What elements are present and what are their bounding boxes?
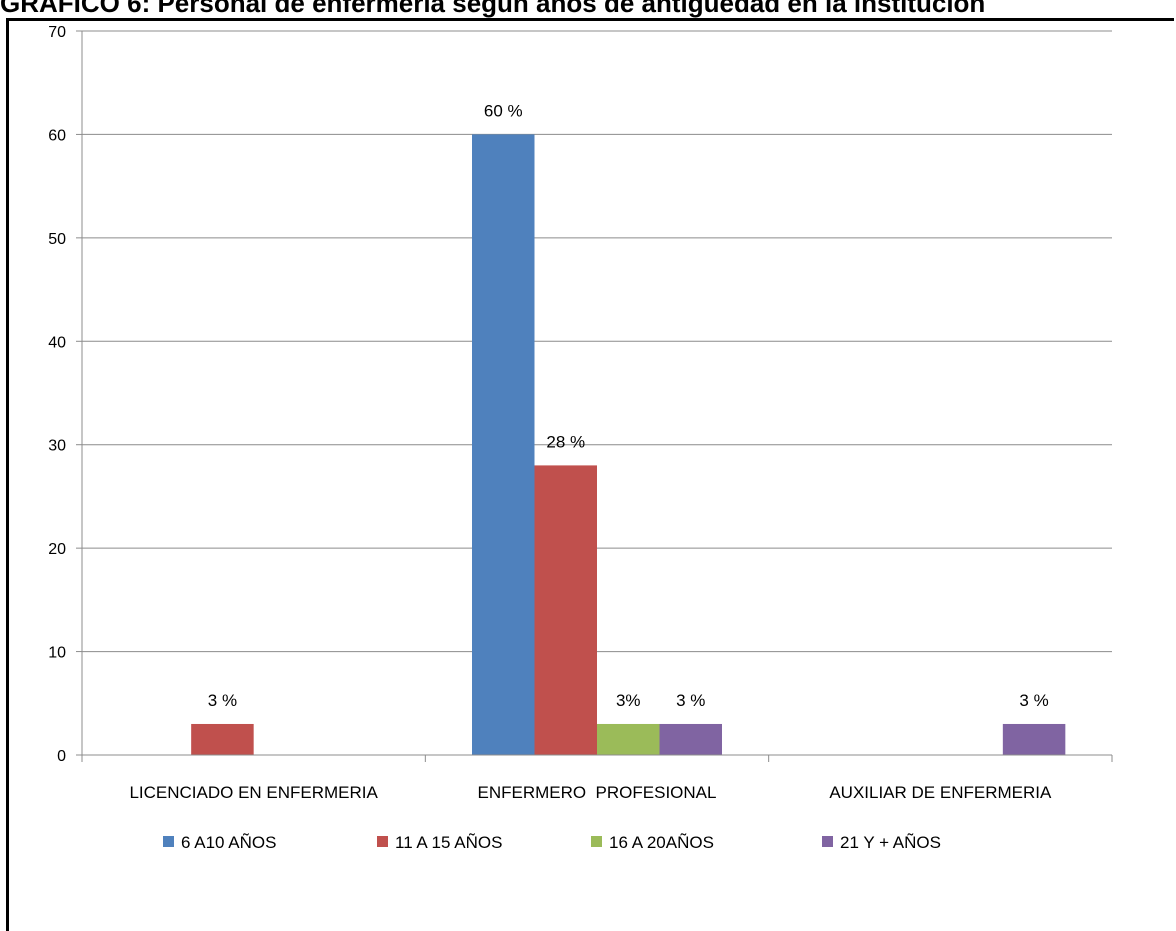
data-label: 28 %: [546, 432, 585, 451]
bars: [191, 134, 1066, 755]
x-category-label: LICENCIADO EN ENFERMERIA: [129, 783, 378, 802]
y-tick-label: 10: [48, 645, 66, 662]
y-tick-label: 60: [48, 127, 66, 144]
title-strip: GRAFICO 6: Personal de enfermería según …: [0, 0, 1176, 18]
legend-swatch: [377, 836, 388, 847]
data-label: 3 %: [676, 691, 705, 710]
y-tick-label: 70: [48, 24, 66, 41]
bar: [659, 723, 722, 755]
bar: [472, 134, 535, 755]
y-tick-label: 50: [48, 231, 66, 248]
legend-label: 21 Y + AÑOS: [840, 833, 941, 852]
y-tick-label: 30: [48, 438, 66, 455]
x-category-label: ENFERMERO PROFESIONAL: [478, 783, 717, 802]
legend-swatch: [163, 836, 174, 847]
chart-title: GRAFICO 6: Personal de enfermería según …: [0, 0, 986, 18]
y-tick-label: 40: [48, 334, 66, 351]
legend-swatch: [822, 836, 833, 847]
bar: [1002, 723, 1066, 755]
data-labels: 60 % 3 % 28 % 3% 3 % 3 %: [208, 101, 1049, 710]
legend-label: 6 A10 AÑOS: [181, 833, 276, 852]
legend: 6 A10 AÑOS 11 A 15 AÑOS 16 A 20AÑOS 21 Y + …: [163, 833, 941, 852]
gridlines: [82, 30, 1112, 653]
legend-label: 16 A 20AÑOS: [609, 833, 714, 852]
bar: [534, 465, 597, 755]
data-label: 60 %: [484, 101, 523, 120]
legend-swatch: [591, 836, 602, 847]
axes: 0 10 20 30 40 50 60 70 LICENCIADO EN ENFERMERIA E…: [48, 24, 1113, 802]
x-category-label: AUXILIAR DE ENFERMERIA: [829, 783, 1052, 802]
bar: [597, 723, 660, 755]
data-label: 3%: [616, 691, 641, 710]
chart-frame: [6, 18, 1174, 931]
y-tick-label: 0: [57, 748, 66, 765]
data-label: 3 %: [1019, 691, 1048, 710]
legend-label: 11 A 15 AÑOS: [395, 833, 502, 852]
bar: [191, 723, 254, 755]
y-tick-label: 20: [48, 541, 66, 558]
data-label: 3 %: [208, 691, 237, 710]
